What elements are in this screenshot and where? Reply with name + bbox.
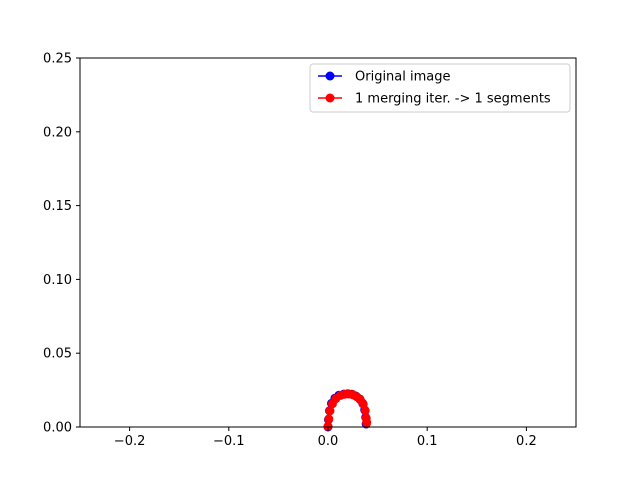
y-tick-label: 0.05 bbox=[43, 347, 72, 362]
legend-marker-merged bbox=[325, 93, 335, 103]
legend-box bbox=[309, 63, 571, 113]
data-point-series-1 bbox=[323, 421, 333, 431]
y-tick-label: 0.20 bbox=[43, 125, 72, 140]
data-point-series-1 bbox=[325, 406, 335, 416]
x-tick-label: 0.2 bbox=[516, 434, 537, 449]
y-tick-label: 0.00 bbox=[43, 421, 72, 436]
plot-area bbox=[80, 58, 576, 427]
x-tick-label: −0.1 bbox=[213, 434, 245, 449]
x-tick-label: 0.1 bbox=[417, 434, 438, 449]
x-axis-ticks: −0.2 −0.1 0.0 0.1 0.2 bbox=[114, 427, 537, 449]
data-point-series-1 bbox=[360, 406, 370, 416]
legend-label-merged: 1 merging iter. -> 1 segments bbox=[355, 92, 551, 107]
legend: Original image 1 merging iter. -> 1 segm… bbox=[309, 63, 571, 113]
y-tick-label: 0.10 bbox=[43, 273, 72, 288]
x-tick-label: 0.0 bbox=[318, 434, 339, 449]
data-point-series-1 bbox=[362, 418, 372, 428]
data-point-series-1 bbox=[324, 414, 334, 424]
y-tick-label: 0.25 bbox=[43, 52, 72, 67]
y-axis-ticks: 0.00 0.05 0.10 0.15 0.20 0.25 bbox=[43, 52, 80, 436]
legend-marker-original bbox=[325, 71, 335, 81]
x-tick-label: −0.2 bbox=[114, 434, 146, 449]
legend-label-original: Original image bbox=[355, 70, 451, 85]
y-tick-label: 0.15 bbox=[43, 199, 72, 214]
series-layer bbox=[323, 389, 372, 432]
